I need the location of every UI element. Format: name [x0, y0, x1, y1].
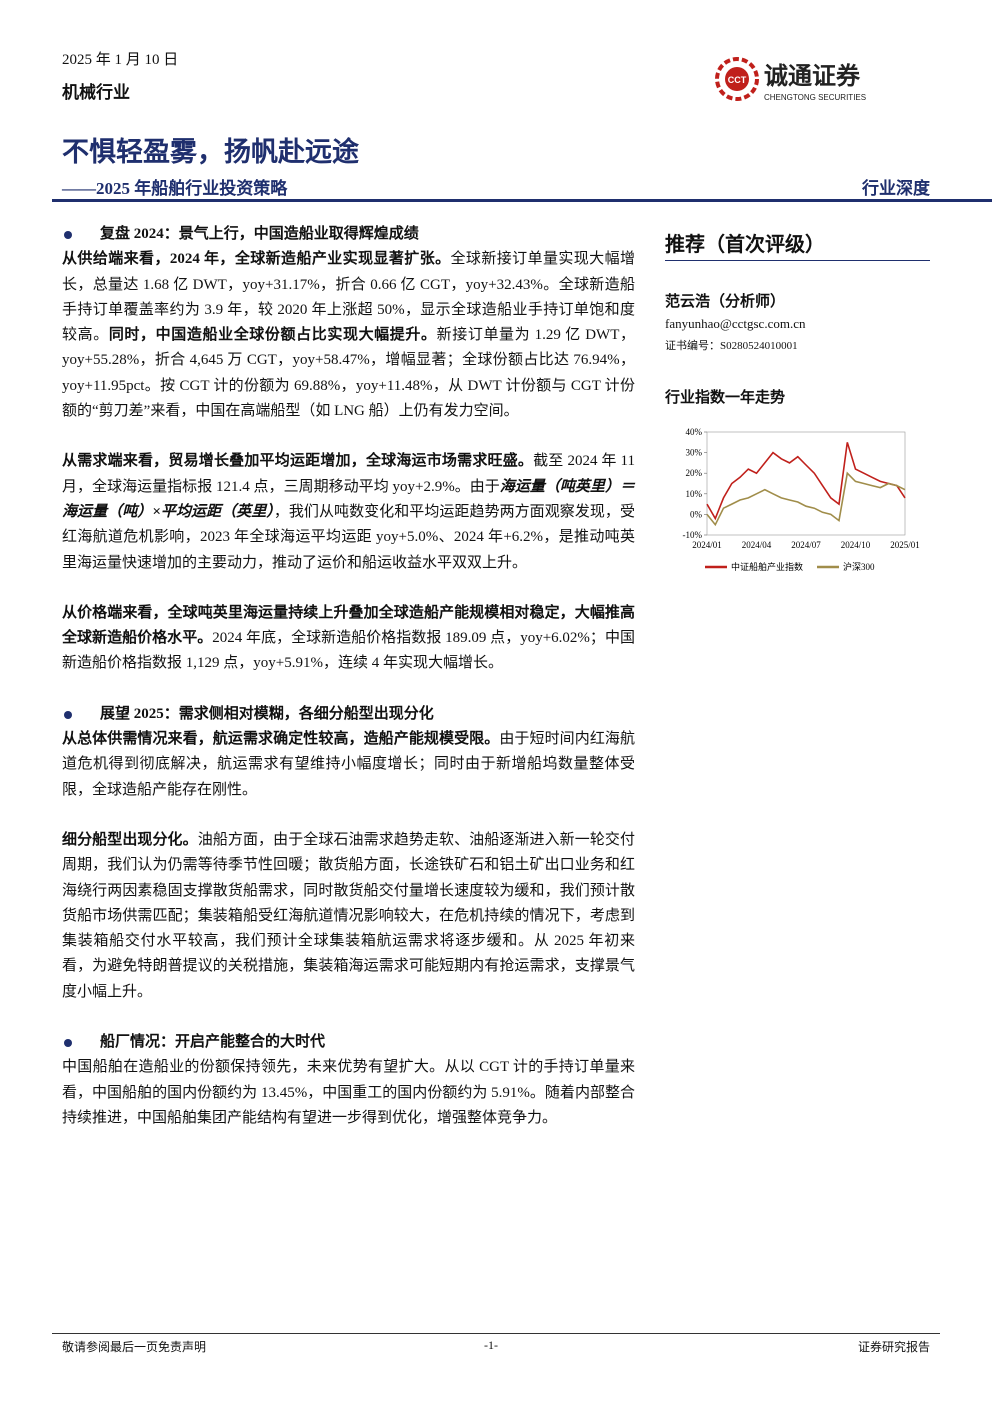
- y-tick-label: 0%: [690, 509, 703, 519]
- y-tick-label: 30%: [686, 448, 703, 458]
- paragraph: 从供给端来看，2024 年，全球新造船产业实现显著扩张。全球新接订单量实现大幅增…: [62, 247, 635, 424]
- y-tick-label: 10%: [686, 489, 703, 499]
- license: 证书编号：S0280524010001: [665, 340, 798, 352]
- body: 复盘 2024：景气上行，中国造船业取得辉煌成绩 从供给端来看，2024 年，全球…: [62, 222, 635, 1156]
- series-line: [706, 442, 906, 521]
- text-run: 全球新接订单量实现大幅增长，总量达 1.68 亿 DWT，yoy+31.17%，…: [62, 251, 635, 344]
- x-tick-label: 2024/01: [692, 540, 722, 550]
- legend-label: 中证船舶产业指数: [731, 561, 803, 572]
- legend-label: 沪深300: [843, 561, 875, 572]
- text-run: 从总体供需情况来看，航运需求确定性较高，造船产能规模受限。: [62, 731, 500, 748]
- paragraph: 从需求端来看，贸易增长叠加平均运距增加，全球海运市场需求旺盛。截至 2024 年…: [62, 449, 635, 575]
- industry: 机械行业: [62, 83, 130, 102]
- text-run: 同时，中国造船业全球份额占比实现大幅提升。: [108, 327, 437, 344]
- section-heading: 展望 2025：需求侧相对模糊，各细分船型出现分化: [62, 702, 635, 727]
- text-run: 从需求端来看，贸易增长叠加平均运距增加，全球海运市场需求旺盛。: [62, 453, 534, 470]
- paragraph: 从价格端来看，全球吨英里海运量持续上升叠加全球造船产能规模相对稳定，大幅推高全球…: [62, 601, 635, 677]
- section-heading: 复盘 2024：景气上行，中国造船业取得辉煌成绩: [62, 222, 635, 247]
- paragraph: 从总体供需情况来看，航运需求确定性较高，造船产能规模受限。由于短时间内红海航道危…: [62, 727, 635, 803]
- x-tick-label: 2024/10: [841, 540, 871, 550]
- x-tick-label: 2024/04: [742, 540, 772, 550]
- y-tick-label: 40%: [686, 427, 703, 437]
- footer-right: 证券研究报告: [857, 1340, 930, 1354]
- logo-core: [725, 67, 749, 91]
- paragraph: 细分船型出现分化。油船方面，由于全球石油需求趋势走软、油船逐渐进入新一轮交付周期…: [62, 828, 635, 1005]
- page-number: -1-: [484, 1338, 498, 1352]
- sidebar-rule: [665, 260, 930, 261]
- x-tick-label: 2024/07: [791, 540, 821, 550]
- text-run: 截至 2024 年 11 月，全球海运量指标报 121.4 点，三周期移动平均 …: [62, 453, 635, 495]
- chart-heading: 行业指数一年走势: [665, 390, 786, 406]
- section-heading: 船厂情况：开启产能整合的大时代: [62, 1030, 635, 1055]
- x-tick-label: 2025/01: [890, 540, 920, 550]
- email: fanyunhao@cctgsc.com.cn: [665, 316, 806, 331]
- header-rule: [52, 199, 992, 202]
- footer-rule: [52, 1333, 940, 1334]
- logo-ring: [715, 57, 759, 101]
- text-run: 中国船舶在造船业的份额保持领先，未来优势有望扩大。从以 CGT 计的手持订单量来…: [62, 1059, 635, 1126]
- chart: -10% 0% 10% 20% 30% 40% 2024/01 2024/04 2024/07 2…: [683, 427, 920, 572]
- text-run: 2024 年底，全球新造船价格指数报 189.09 点，yoy+6.02%；中国…: [62, 630, 635, 672]
- logo-mark: CCT: [728, 75, 747, 85]
- date: 2025 年 1 月 10 日: [62, 52, 179, 68]
- title: 不惧轻盈雾，扬帆赴远途: [62, 137, 359, 167]
- text-run: 新接订单量为 1.29 亿 DWT，yoy+55.28%，折合 4,645 万 …: [62, 327, 635, 420]
- text-run: 细分船型出现分化。: [62, 831, 198, 848]
- y-tick-label: 20%: [686, 468, 703, 478]
- series-line: [706, 471, 906, 527]
- subtitle: ——2025 年船舶行业投资策略: [62, 179, 288, 198]
- text-run: 由于短时间内红海航道危机得到彻底解决，航运需求有望维持小幅度增长；同时由于新增船…: [62, 731, 635, 798]
- rating: 推荐（首次评级）: [665, 234, 825, 256]
- logo: CCT 诚通证券 CHENGTONG SECURITIES: [715, 57, 866, 102]
- report-tag: 行业深度: [862, 179, 930, 198]
- y-tick-label: -10%: [683, 530, 703, 540]
- text-run: 从价格端来看，全球吨英里海运量持续上升叠加全球造船产能规模相对稳定，大幅推高全球…: [62, 604, 635, 647]
- paragraph: 中国船舶在造船业的份额保持领先，未来优势有望扩大。从以 CGT 计的手持订单量来…: [62, 1055, 635, 1131]
- analyst: 范云浩（分析师）: [665, 294, 786, 310]
- footer-left: 敬请参阅最后一页免责声明: [62, 1340, 207, 1354]
- text-run: ，我们从吨数变化和平均运距趋势两方面观察发现，受红海航道危机影响，2023 年全…: [62, 503, 635, 571]
- plot-frame: [706, 431, 906, 536]
- text-run: 海运量（吨英里）＝海运量（吨）×平均运距（英里）: [62, 478, 635, 520]
- text-run: 从供给端来看，2024 年，全球新造船产业实现显著扩张。: [62, 251, 451, 268]
- logo-name-en: CHENGTONG SECURITIES: [764, 93, 866, 102]
- text-run: 油船方面，由于全球石油需求趋势走软、油船逐渐进入新一轮交付周期，我们认为仍需等待…: [62, 831, 635, 1000]
- logo-name: 诚通证券: [764, 62, 861, 90]
